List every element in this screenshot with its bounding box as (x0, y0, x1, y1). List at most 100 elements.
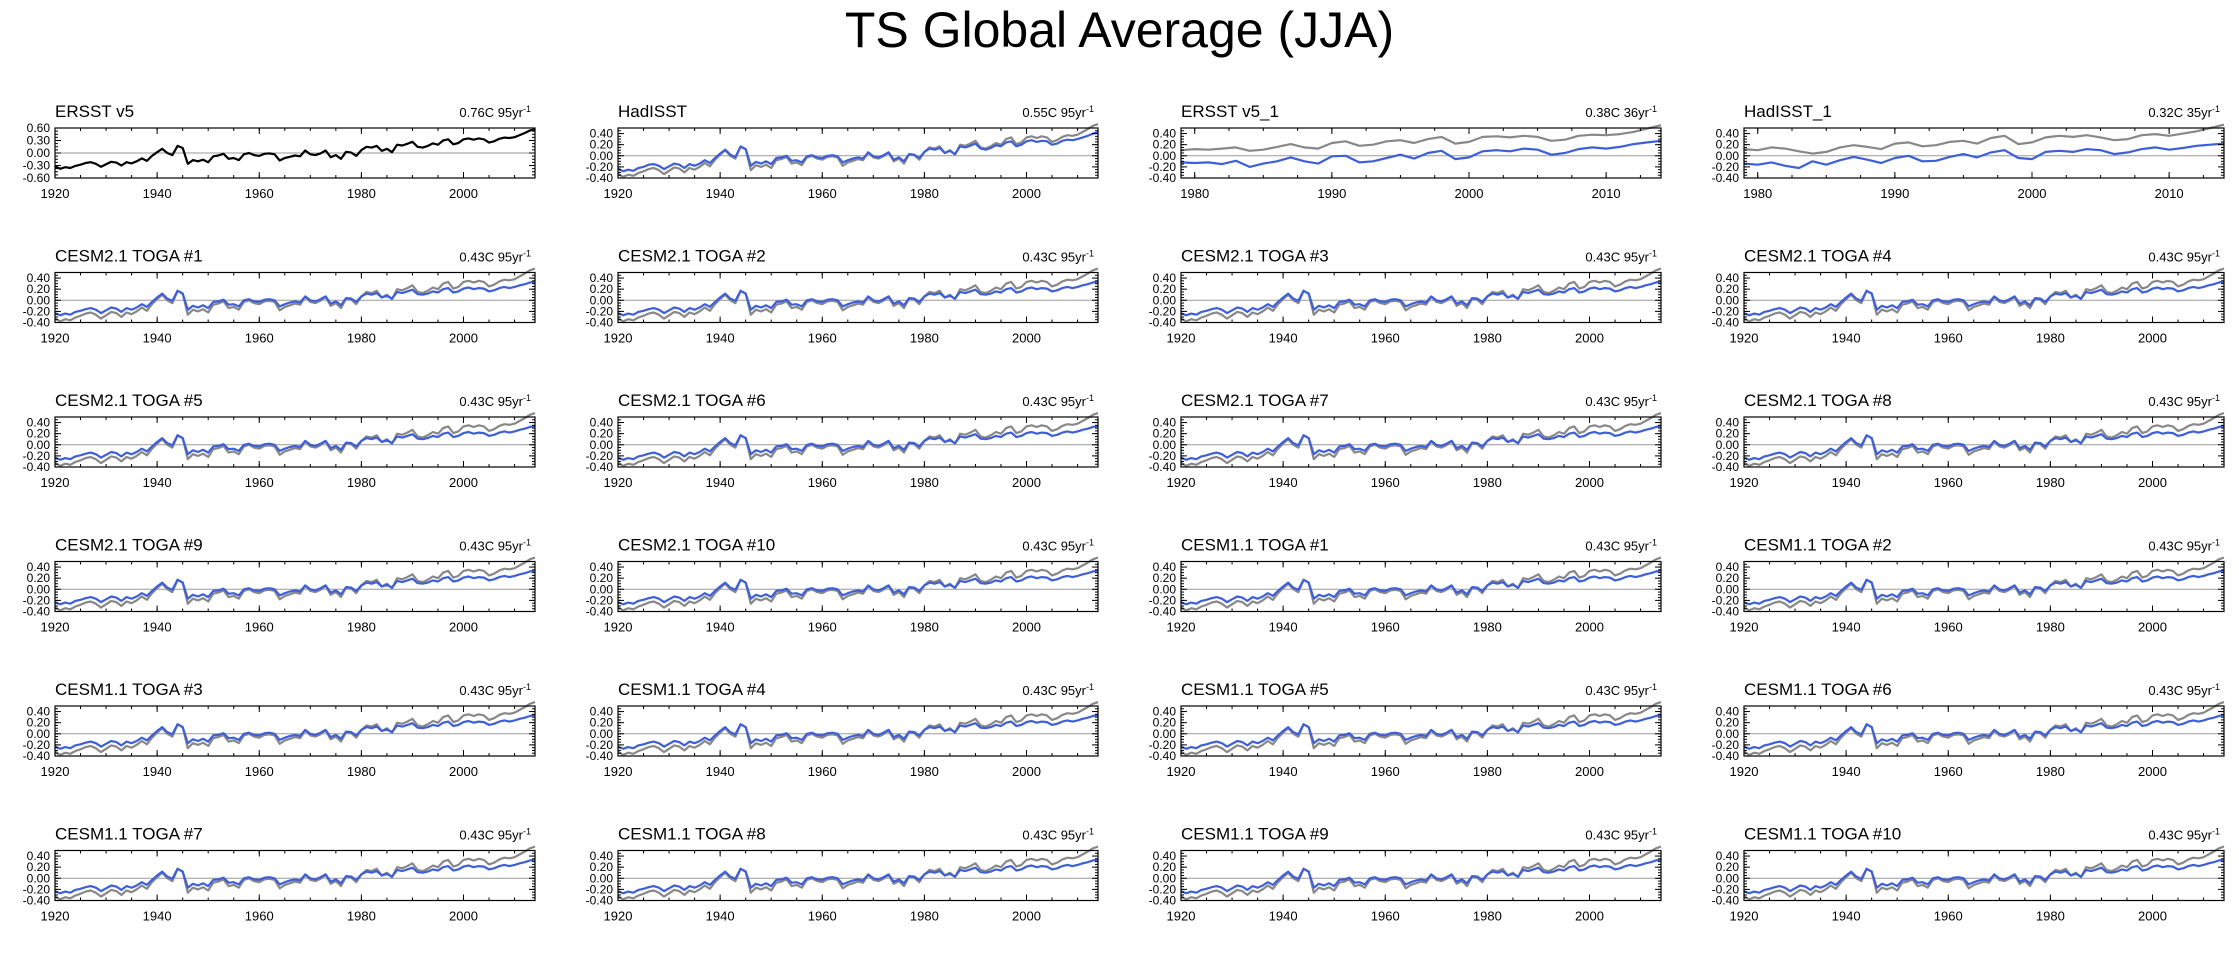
panel-trend: 0.43C 95yr-1 (2148, 249, 2220, 265)
y-tick-label: -0.20 (1149, 593, 1177, 607)
series-line-model (1180, 280, 1662, 317)
y-tick-label: -0.20 (1149, 449, 1177, 463)
y-tick-label: -0.40 (1149, 605, 1177, 619)
x-tick-label: 1920 (604, 764, 633, 779)
y-tick-label: 0.00 (590, 727, 614, 741)
panel-title: CESM2.1 TOGA #1 (55, 247, 203, 266)
panel-title: CESM2.1 TOGA #8 (1744, 391, 1892, 410)
panel-title: CESM2.1 TOGA #7 (1181, 391, 1329, 410)
y-tick-label: -0.20 (586, 449, 614, 463)
plot-frame (1743, 849, 2225, 902)
panel-trend: 0.43C 95yr-1 (1585, 538, 1657, 554)
panel-title: CESM1.1 TOGA #7 (55, 825, 203, 844)
y-tick-label: -0.40 (1149, 460, 1177, 474)
y-tick-label: 0.00 (1153, 293, 1177, 307)
plot-frame (617, 705, 1099, 757)
trend-superscript: -1 (523, 827, 531, 837)
x-tick-label: 2000 (1575, 331, 1604, 346)
x-tick-label: 1920 (41, 620, 70, 635)
y-tick-label: -0.40 (586, 171, 614, 185)
plot-frame (1180, 560, 1662, 613)
x-tick-label: 1980 (347, 331, 376, 346)
series-line-model (54, 569, 536, 606)
y-tick-label: 0.00 (590, 293, 614, 307)
y-tick-label: 0.00 (1716, 149, 1740, 163)
y-tick-label: 0.40 (27, 705, 51, 719)
x-tick-label: 1960 (808, 764, 837, 779)
x-tick-label: 1920 (604, 620, 633, 635)
series-line-model (1743, 713, 2225, 750)
y-tick-label: -0.40 (23, 605, 51, 619)
panel-title: ERSST v5 (55, 102, 134, 121)
series-line-obs-overlay (617, 556, 1099, 612)
series-line-model (1180, 569, 1662, 606)
x-tick-label: 2000 (2138, 475, 2167, 490)
x-tick-label: 2000 (1012, 331, 1041, 346)
y-tick-label: -0.40 (23, 894, 51, 908)
plot-frame (1743, 271, 2225, 324)
y-tick-label: 0.40 (1153, 705, 1177, 719)
x-tick-label: 1980 (2036, 475, 2065, 490)
x-tick-label: 2000 (2018, 186, 2047, 201)
series-line-model (617, 569, 1099, 606)
y-tick-label: 0.20 (1716, 571, 1740, 585)
trend-superscript: -1 (2212, 393, 2220, 403)
panel-trend: 0.43C 95yr-1 (1585, 682, 1657, 698)
y-tick-label: -0.20 (1149, 160, 1177, 174)
trend-superscript: -1 (1649, 249, 1657, 259)
y-tick-label: 0.20 (27, 716, 51, 730)
y-tick-label: 0.20 (590, 427, 614, 441)
x-tick-label: 2000 (2138, 331, 2167, 346)
panel-trend: 0.43C 95yr-1 (1022, 827, 1094, 843)
panel-title: CESM1.1 TOGA #3 (55, 680, 203, 699)
x-tick-label: 1980 (1473, 331, 1502, 346)
panel-title: ERSST v5_1 (1181, 102, 1279, 121)
plot-frame (617, 127, 1099, 179)
x-tick-label: 1980 (347, 475, 376, 490)
panel-title: CESM1.1 TOGA #6 (1744, 680, 1892, 699)
x-tick-label: 1960 (1371, 331, 1400, 346)
series-line-obs-black (54, 128, 536, 170)
y-tick-label: 0.00 (590, 871, 614, 885)
y-tick-label: -0.40 (1712, 749, 1740, 763)
x-tick-label: 1920 (604, 186, 633, 201)
x-tick-label: 1960 (808, 331, 837, 346)
plot-frame (1743, 560, 2225, 613)
x-tick-label: 1920 (41, 331, 70, 346)
y-tick-label: 0.20 (1716, 716, 1740, 730)
y-tick-label: -0.40 (23, 460, 51, 474)
x-tick-label: 1960 (1934, 620, 1963, 635)
y-tick-label: -0.40 (1149, 894, 1177, 908)
trend-superscript: -1 (2212, 249, 2220, 259)
series-line-obs-overlay (1743, 845, 2225, 901)
plot-frame (617, 416, 1099, 468)
x-tick-label: 2000 (1575, 620, 1604, 635)
series-line-obs-overlay (1180, 267, 1662, 323)
y-tick-label: 0.40 (590, 705, 614, 719)
y-tick-label: 0.00 (1153, 727, 1177, 741)
x-tick-label: 1980 (347, 764, 376, 779)
x-tick-label: 1980 (910, 909, 939, 924)
x-tick-label: 1940 (1269, 764, 1298, 779)
plot-frame (54, 705, 536, 757)
y-tick-label: 0.40 (1716, 849, 1740, 863)
series-line-obs-overlay (617, 267, 1099, 323)
y-tick-label: 0.00 (1716, 727, 1740, 741)
y-tick-label: 0.20 (590, 860, 614, 874)
x-tick-label: 1960 (245, 186, 274, 201)
series-line-model (617, 858, 1099, 895)
y-tick-label: 0.20 (590, 138, 614, 152)
x-tick-label: 1920 (41, 475, 70, 490)
y-tick-label: 0.40 (1716, 705, 1740, 719)
x-tick-label: 1960 (808, 186, 837, 201)
trend-superscript: -1 (1086, 104, 1094, 114)
y-tick-label: -0.40 (23, 316, 51, 330)
y-tick-label: 0.00 (27, 438, 51, 452)
x-tick-label: 1980 (347, 186, 376, 201)
y-tick-label: 0.00 (590, 149, 614, 163)
plot-frame (617, 560, 1099, 613)
panel-trend: 0.43C 95yr-1 (459, 249, 531, 265)
y-tick-label: 0.20 (27, 427, 51, 441)
panel-trend: 0.43C 95yr-1 (1022, 249, 1094, 265)
y-tick-label: 0.00 (1716, 871, 1740, 885)
